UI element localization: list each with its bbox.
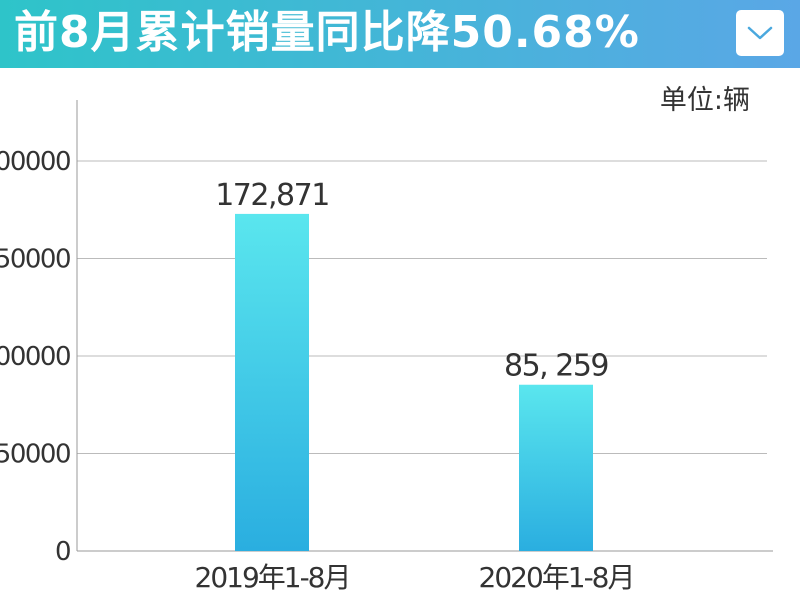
y-tick-label: 100000	[0, 342, 70, 372]
header-bar: 前8月累计销量同比降50.68%	[0, 0, 800, 68]
x-category-label: 2020年1-8月	[479, 561, 634, 594]
chevron-down-icon	[747, 26, 773, 40]
y-tick-label: 200000	[0, 147, 70, 177]
data-label: 85, 259	[504, 349, 608, 384]
bar	[235, 213, 309, 551]
data-label: 172,871	[215, 178, 329, 213]
expand-button[interactable]	[736, 10, 784, 56]
unit-label: 单位:辆	[659, 85, 750, 116]
page-title: 前8月累计销量同比降50.68%	[14, 7, 640, 58]
y-tick-label: 50000	[0, 440, 70, 470]
y-tick-label: 150000	[0, 245, 70, 275]
bar	[519, 384, 593, 551]
x-category-label: 2019年1-8月	[195, 561, 350, 594]
y-tick-label: 0	[55, 537, 70, 567]
